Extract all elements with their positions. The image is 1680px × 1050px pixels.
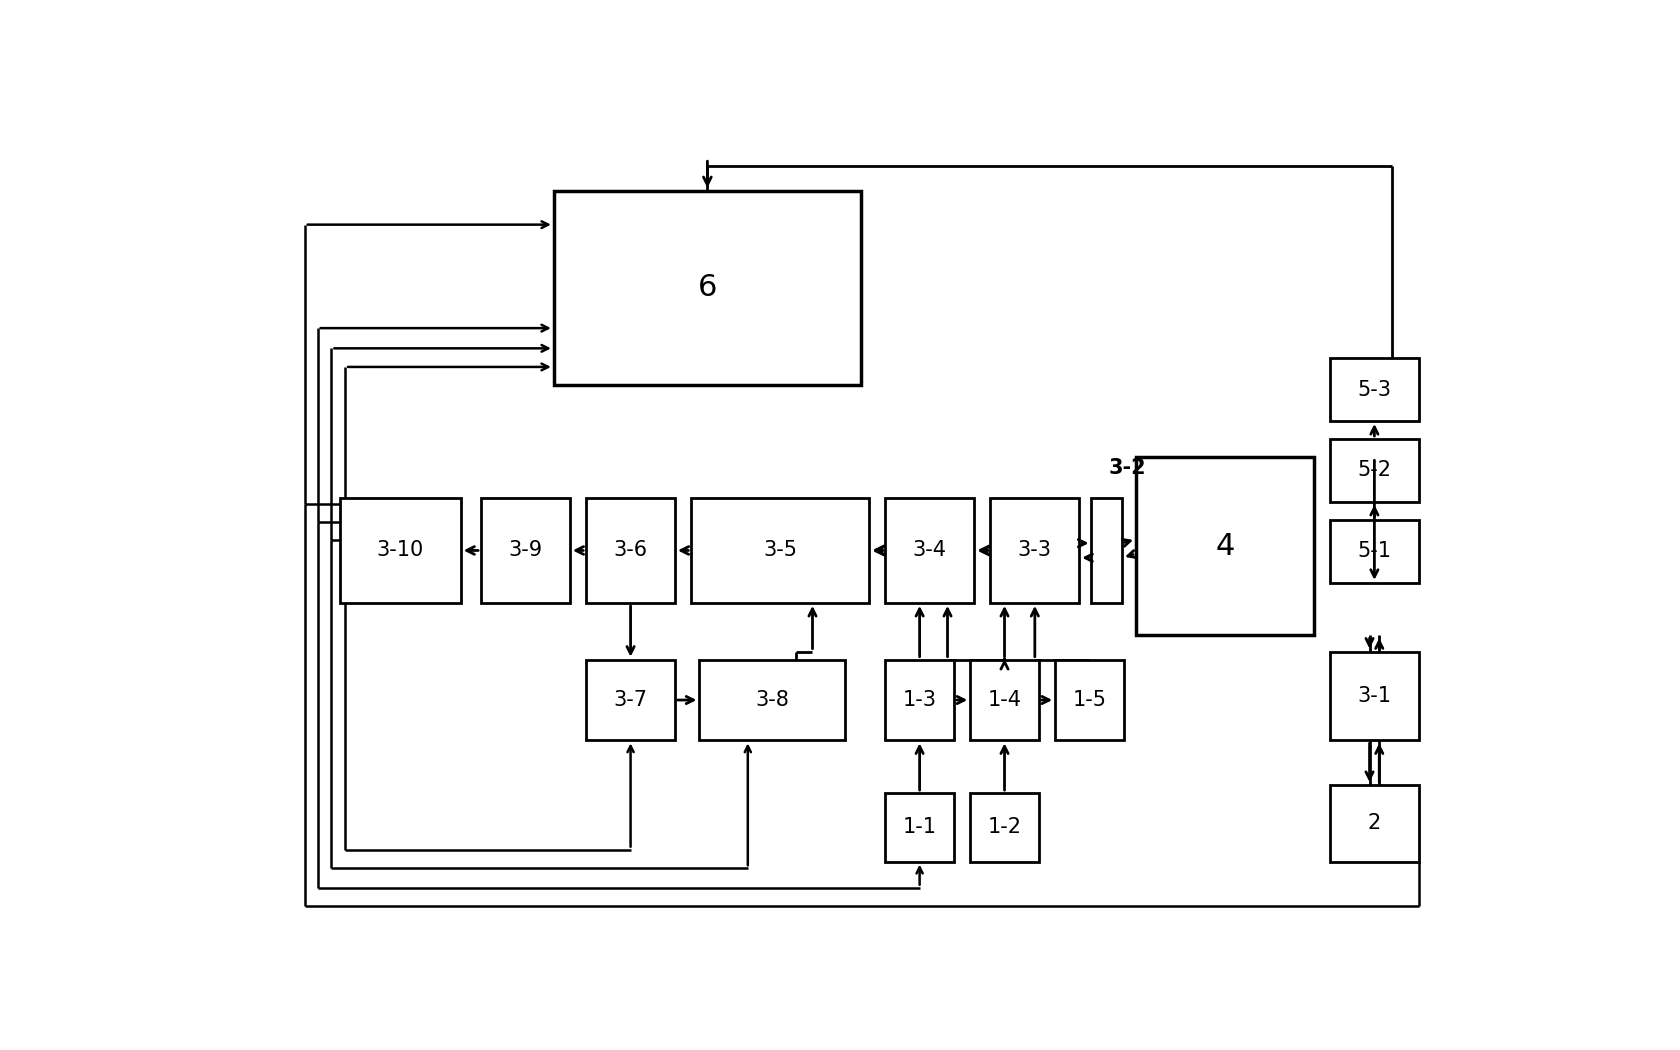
Bar xyxy=(480,498,570,603)
Bar xyxy=(339,498,460,603)
Text: 4: 4 xyxy=(1215,532,1235,561)
Bar xyxy=(1331,358,1420,421)
Bar xyxy=(1331,439,1420,502)
Bar xyxy=(969,659,1038,740)
Bar xyxy=(885,659,954,740)
Bar xyxy=(554,191,862,384)
Bar xyxy=(699,659,845,740)
Text: 3-1: 3-1 xyxy=(1357,686,1391,706)
Text: 3-6: 3-6 xyxy=(613,541,648,561)
Bar xyxy=(1331,520,1420,583)
Bar xyxy=(1055,659,1124,740)
Text: 1-5: 1-5 xyxy=(1072,690,1107,710)
Text: 3-2: 3-2 xyxy=(1109,458,1147,478)
Bar xyxy=(991,498,1079,603)
Text: 3-7: 3-7 xyxy=(613,690,647,710)
Bar xyxy=(969,793,1038,862)
Text: 1-4: 1-4 xyxy=(988,690,1021,710)
Text: 3-5: 3-5 xyxy=(763,541,796,561)
Bar xyxy=(1331,651,1420,740)
Text: 6: 6 xyxy=(697,273,717,302)
Bar xyxy=(885,793,954,862)
Bar xyxy=(586,659,675,740)
Bar xyxy=(1136,458,1314,635)
Text: 1-1: 1-1 xyxy=(902,817,937,837)
Bar xyxy=(885,498,974,603)
Text: 5-2: 5-2 xyxy=(1357,460,1391,481)
Bar xyxy=(690,498,869,603)
Text: 1-2: 1-2 xyxy=(988,817,1021,837)
Text: 3-3: 3-3 xyxy=(1018,541,1052,561)
Text: 3-8: 3-8 xyxy=(754,690,790,710)
Bar xyxy=(1092,498,1122,603)
Bar xyxy=(586,498,675,603)
Text: 3-10: 3-10 xyxy=(376,541,423,561)
Text: 3-9: 3-9 xyxy=(509,541,543,561)
Text: 1-3: 1-3 xyxy=(902,690,937,710)
Text: 5-3: 5-3 xyxy=(1357,379,1391,400)
Text: 5-1: 5-1 xyxy=(1357,541,1391,562)
Text: 2: 2 xyxy=(1368,814,1381,834)
Text: 3-4: 3-4 xyxy=(912,541,948,561)
Bar xyxy=(1331,785,1420,862)
